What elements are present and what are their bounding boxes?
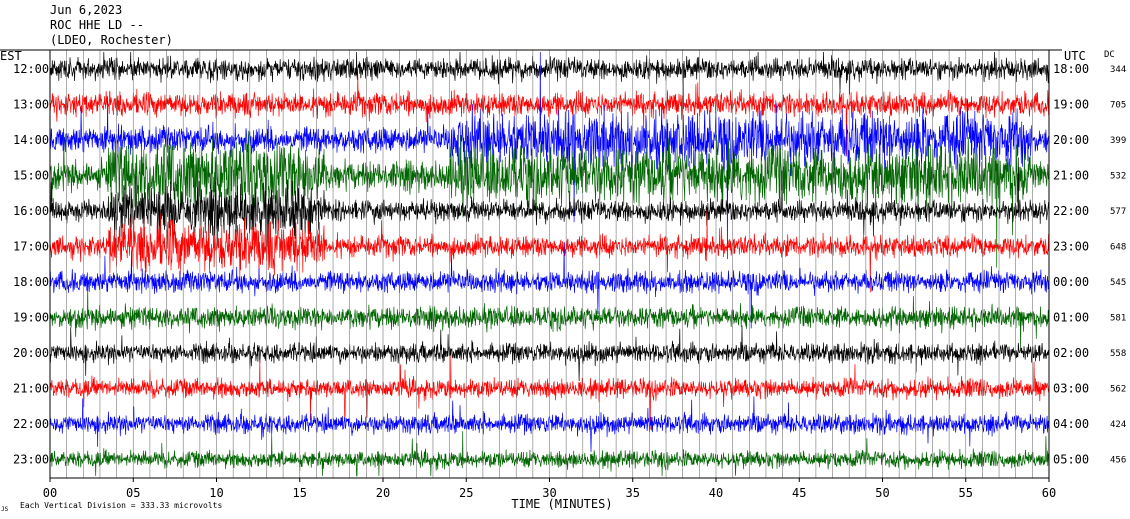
est-hour-label: 12:00 <box>13 62 49 76</box>
utc-hour-label: 20:00 <box>1053 133 1089 147</box>
utc-hour-label: 22:00 <box>1053 204 1089 218</box>
x-tick-label: 20 <box>376 486 390 500</box>
corner-mark: JS <box>1 506 9 513</box>
station-label: ROC HHE LD -- <box>50 18 144 32</box>
est-axis-label: EST <box>0 49 22 63</box>
dc-offset-value: 532 <box>1110 172 1126 182</box>
est-hour-label: 17:00 <box>13 240 49 254</box>
dc-offset-value: 456 <box>1110 456 1126 466</box>
dc-offset-value: 344 <box>1110 65 1126 75</box>
x-tick-label: 55 <box>959 486 973 500</box>
utc-hour-label: 04:00 <box>1053 417 1089 431</box>
utc-hour-label: 03:00 <box>1053 382 1089 396</box>
utc-hour-label: 23:00 <box>1053 240 1089 254</box>
utc-hour-label: 05:00 <box>1053 453 1089 467</box>
est-hour-label: 21:00 <box>13 382 49 396</box>
minute-gridlines <box>66 50 1033 478</box>
est-hour-label: 18:00 <box>13 275 49 289</box>
utc-hour-label: 02:00 <box>1053 346 1089 360</box>
utc-hour-label: 19:00 <box>1053 98 1089 112</box>
x-tick-label: 35 <box>626 486 640 500</box>
est-hour-label: 16:00 <box>13 204 49 218</box>
est-hour-label: 15:00 <box>13 169 49 183</box>
x-axis-title: TIME (MINUTES) <box>511 497 612 511</box>
dc-offset-value: 424 <box>1110 420 1126 430</box>
dc-offset-value: 399 <box>1110 136 1126 146</box>
dc-offset-value: 705 <box>1110 101 1126 111</box>
est-hour-label: 20:00 <box>13 346 49 360</box>
scale-note: Each Vertical Division = 333.33 microvol… <box>20 501 222 510</box>
x-tick-label: 15 <box>293 486 307 500</box>
x-tick-label: 25 <box>459 486 473 500</box>
x-tick-label: 45 <box>792 486 806 500</box>
date-label: Jun 6,2023 <box>50 3 123 17</box>
axis-labels: EST UTC DC 12:00 18:00 344 13:00 19:00 705 14:00 2… <box>0 49 1126 513</box>
dc-offset-value: 648 <box>1110 243 1126 253</box>
dc-offset-value: 545 <box>1110 278 1126 288</box>
dc-column-label: DC <box>1104 50 1115 60</box>
x-tick-label: 50 <box>875 486 889 500</box>
est-hour-label: 14:00 <box>13 133 49 147</box>
utc-hour-label: 00:00 <box>1053 275 1089 289</box>
x-tick-label: 60 <box>1042 486 1056 500</box>
dc-offset-value: 558 <box>1110 349 1126 359</box>
utc-hour-label: 21:00 <box>1053 169 1089 183</box>
utc-hour-label: 18:00 <box>1053 62 1089 76</box>
est-hour-label: 19:00 <box>13 311 49 325</box>
x-tick-label: 00 <box>43 486 57 500</box>
dc-offset-value: 577 <box>1110 207 1126 217</box>
network-label: (LDEO, Rochester) <box>50 33 173 47</box>
est-hour-label: 23:00 <box>13 453 49 467</box>
dc-offset-value: 562 <box>1110 385 1126 395</box>
est-hour-label: 13:00 <box>13 98 49 112</box>
plot-frame <box>0 49 1062 482</box>
dc-offset-value: 581 <box>1110 314 1126 324</box>
utc-axis-label: UTC <box>1064 49 1086 63</box>
x-tick-label: 40 <box>709 486 723 500</box>
utc-hour-label: 01:00 <box>1053 311 1089 325</box>
x-tick-label: 05 <box>126 486 140 500</box>
x-tick-label: 30 <box>542 486 556 500</box>
x-tick-label: 10 <box>209 486 223 500</box>
est-hour-label: 22:00 <box>13 417 49 431</box>
